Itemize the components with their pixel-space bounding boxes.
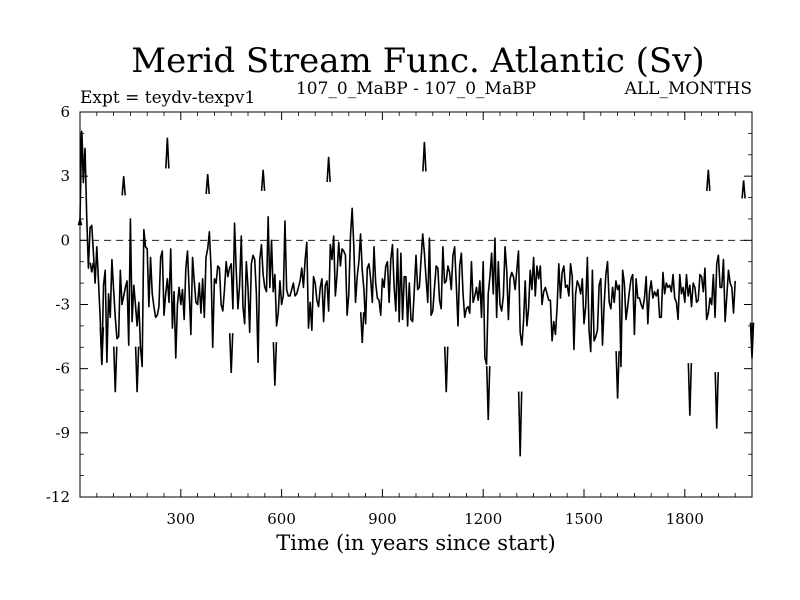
y-tick-label: -9 <box>55 424 70 442</box>
y-tick-label: -3 <box>55 296 70 314</box>
series-extreme-16 <box>485 366 491 421</box>
y-tick-label: 3 <box>60 167 70 185</box>
x-axis-label: Time (in years since start) <box>276 531 555 555</box>
series-extreme-17 <box>517 391 523 457</box>
series-extreme-13 <box>359 312 365 344</box>
y-tick-label: -6 <box>55 360 70 378</box>
chart-subtitle-right: ALL_MONTHS <box>624 79 752 99</box>
series-extreme-6 <box>134 346 140 393</box>
y-tick-label: -12 <box>46 488 70 506</box>
series-extreme-18 <box>615 351 620 399</box>
series-extreme-2 <box>89 262 95 273</box>
series-extreme-20 <box>706 169 711 191</box>
series-extreme-4 <box>112 346 118 393</box>
axis-layer: 300 600 900 1200 1500 1800 6 3 0 -3 -6 -9 -12 <box>46 103 752 528</box>
series-extreme-7 <box>165 137 170 169</box>
series-extreme-10 <box>260 169 266 191</box>
series-extreme-15 <box>443 346 449 393</box>
series-extreme-1 <box>79 131 84 165</box>
plot-frame <box>79 111 753 498</box>
x-tick-label: 1500 <box>565 510 603 528</box>
series-extreme-21 <box>714 372 720 429</box>
series-extreme-9 <box>228 333 234 373</box>
series-layer <box>77 130 755 457</box>
x-tick-label: 300 <box>166 510 195 528</box>
x-tick-label: 1800 <box>666 510 704 528</box>
series-extreme-22 <box>741 180 746 199</box>
series-line-0 <box>79 130 736 368</box>
series-extreme-11 <box>272 342 278 386</box>
series-extreme-14 <box>422 141 427 172</box>
series-extreme-5 <box>121 176 126 196</box>
series-extreme-19 <box>687 363 693 416</box>
series-extreme-3 <box>99 327 105 365</box>
series-extreme-12 <box>326 156 331 182</box>
y-tick-label: 6 <box>60 103 70 121</box>
chart-subtitle-center: 107_0_MaBP - 107_0_MaBP <box>296 79 536 99</box>
x-tick-label: 600 <box>267 510 296 528</box>
series-extreme-8 <box>205 173 210 194</box>
chart-subtitle-left: Expt = teydv-texpv1 <box>80 88 255 108</box>
x-tick-label: 900 <box>368 510 397 528</box>
x-tick-label: 1200 <box>464 510 502 528</box>
chart-title: Merid Stream Func. Atlantic (Sv) <box>131 41 704 81</box>
y-tick-label: 0 <box>60 231 70 249</box>
